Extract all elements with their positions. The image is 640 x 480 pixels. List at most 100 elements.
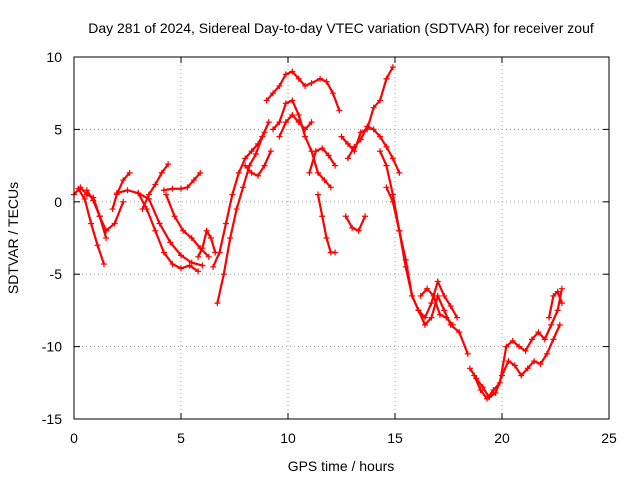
data-point-marker [282,100,289,107]
data-point-marker [383,143,390,150]
data-point-marker [216,249,223,256]
data-point-marker [362,213,369,220]
data-point-marker [199,245,206,252]
data-point-marker [252,151,259,158]
data-point-marker [355,227,362,234]
data-point-marker [332,249,339,256]
series-trace-s14 [265,70,341,111]
data-point-marker [344,140,351,147]
data-point-marker [428,314,435,321]
data-point-marker [186,262,193,269]
data-point-marker [496,379,503,386]
data-point-marker [531,358,538,365]
x-tick-label: 5 [177,430,185,446]
data-point-marker [103,227,110,234]
data-point-marker [248,169,255,176]
data-point-marker [370,126,377,133]
data-point-marker [90,197,97,204]
data-point-marker [195,253,202,260]
data-point-marker [165,161,172,168]
data-point-marker [302,82,309,89]
data-point-marker [158,169,165,176]
data-point-marker [184,184,191,191]
data-point-marker [357,136,364,143]
data-point-marker [409,292,416,299]
x-tick-label: 20 [494,430,510,446]
data-point-marker [424,285,431,292]
data-point-marker [169,185,176,192]
y-tick-label: 10 [46,49,62,65]
data-point-marker [338,133,345,140]
data-point-marker [145,191,152,198]
data-point-marker [160,187,167,194]
data-point-marker [548,321,555,328]
data-point-marker [302,126,309,133]
data-point-marker [276,119,283,126]
data-point-marker [282,119,289,126]
data-point-marker [456,329,463,336]
data-point-marker [113,190,120,197]
data-point-marker [171,213,178,220]
data-point-marker [522,347,529,354]
data-point-marker [319,213,326,220]
data-point-marker [383,162,390,169]
data-point-marker [383,75,390,82]
data-point-marker [199,262,206,269]
x-tick-label: 25 [601,430,617,446]
data-point-marker [126,169,133,176]
data-point-marker [94,242,101,249]
data-point-marker [195,268,202,275]
data-point-marker [535,329,542,336]
data-point-marker [342,213,349,220]
data-point-marker [449,321,456,328]
data-point-marker [265,119,272,126]
data-point-marker [242,162,249,169]
data-point-marker [214,300,221,307]
data-point-marker [83,187,90,194]
data-point-marker [396,227,403,234]
data-point-marker [537,360,544,367]
data-point-marker [190,177,197,184]
data-point-marker [289,97,296,104]
data-point-marker [370,104,377,111]
data-point-marker [109,206,116,213]
data-point-marker [308,119,315,126]
series-layer [71,64,565,402]
data-point-marker [261,162,268,169]
data-point-marker [377,148,384,155]
data-point-marker [276,82,283,89]
data-point-marker [120,198,127,205]
series-trace-s21 [344,215,367,233]
series-trace-s16 [278,113,313,138]
y-axis-label: SDTVAR / TECUs [5,182,21,294]
data-point-marker [357,129,364,136]
data-point-marker [389,64,396,71]
data-point-marker [503,343,510,350]
data-point-marker [152,227,159,234]
data-point-marker [377,97,384,104]
data-point-marker [434,278,441,285]
data-point-marker [306,169,313,176]
data-point-marker [332,162,339,169]
data-point-marker [364,123,371,130]
data-point-marker [261,129,268,136]
data-point-marker [541,336,548,343]
data-point-marker [543,350,550,357]
tick-layer: 0 5 10 15 20 25 -15 -10 -5 0 5 10 [42,49,617,446]
data-point-marker [270,90,277,97]
data-point-marker [152,181,159,188]
data-point-marker [484,395,491,402]
data-point-marker [178,265,184,272]
data-point-marker [396,169,403,176]
data-point-marker [428,300,435,307]
data-point-marker [389,198,396,205]
data-point-marker [317,75,324,82]
data-point-marker [203,227,210,234]
data-point-marker [319,145,326,152]
y-tick-label: 0 [54,194,62,210]
series-trace-s3 [85,189,125,233]
data-point-marker [389,191,396,198]
data-point-marker [289,111,296,118]
data-point-marker [383,184,390,191]
data-point-marker [263,97,270,104]
